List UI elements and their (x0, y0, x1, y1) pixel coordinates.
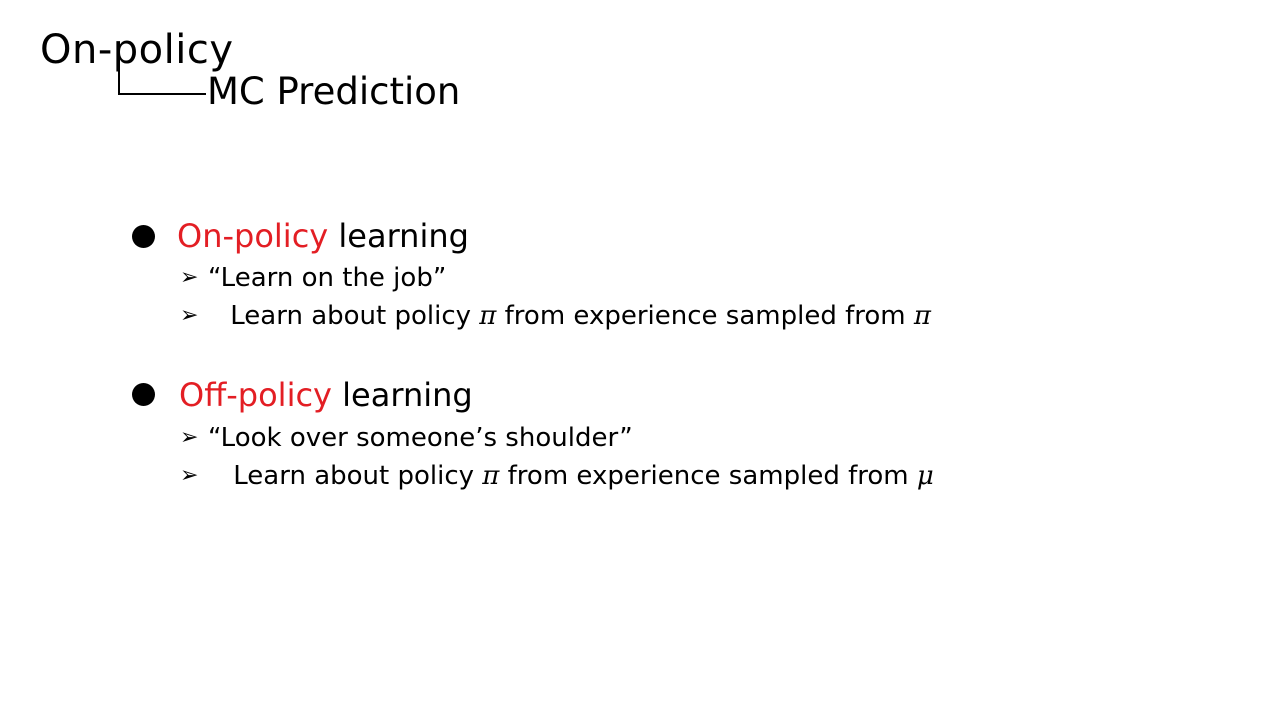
math-symbol: π (479, 301, 497, 331)
arrow-bullet-icon: ➢ (180, 463, 199, 488)
math-symbol: π (913, 301, 931, 331)
list-item: ➢ Learn about policy π from experience s… (180, 460, 934, 492)
list-item-text-prefix: Learn about policy (233, 461, 483, 491)
list-item: ➢ “Look over someone’s shoulder” (180, 422, 633, 454)
heading-accent: Off-policy (179, 376, 332, 414)
slide-title: On-policy (40, 27, 234, 73)
heading-rest: learning (328, 217, 469, 255)
list-item-text: “Look over someone’s shoulder” (208, 423, 633, 453)
list-item-text-middle: from experience sampled from (499, 461, 917, 491)
list-item-text-prefix: Learn about policy (230, 301, 480, 331)
heading-rest: learning (331, 376, 473, 414)
arrow-bullet-icon: ➢ (180, 303, 199, 328)
arrow-bullet-icon: ➢ (180, 425, 199, 450)
slide-subtitle: MC Prediction (207, 70, 461, 113)
list-item-text: “Learn on the job” (208, 263, 447, 293)
section-heading-on-policy: On-policy learning (177, 217, 469, 255)
section-heading-off-policy: Off-policy learning (179, 376, 473, 414)
arrow-bullet-icon: ➢ (180, 265, 199, 290)
list-item: ➢ “Learn on the job” (180, 262, 446, 294)
list-item: ➢ Learn about policy π from experience s… (180, 300, 931, 332)
math-symbol: μ (916, 461, 934, 491)
tree-connector (118, 68, 206, 95)
math-symbol: π (482, 461, 500, 491)
list-item-text-middle: from experience sampled from (496, 301, 914, 331)
bullet-dot (132, 383, 155, 406)
bullet-dot (132, 225, 155, 248)
heading-accent: On-policy (177, 217, 329, 255)
